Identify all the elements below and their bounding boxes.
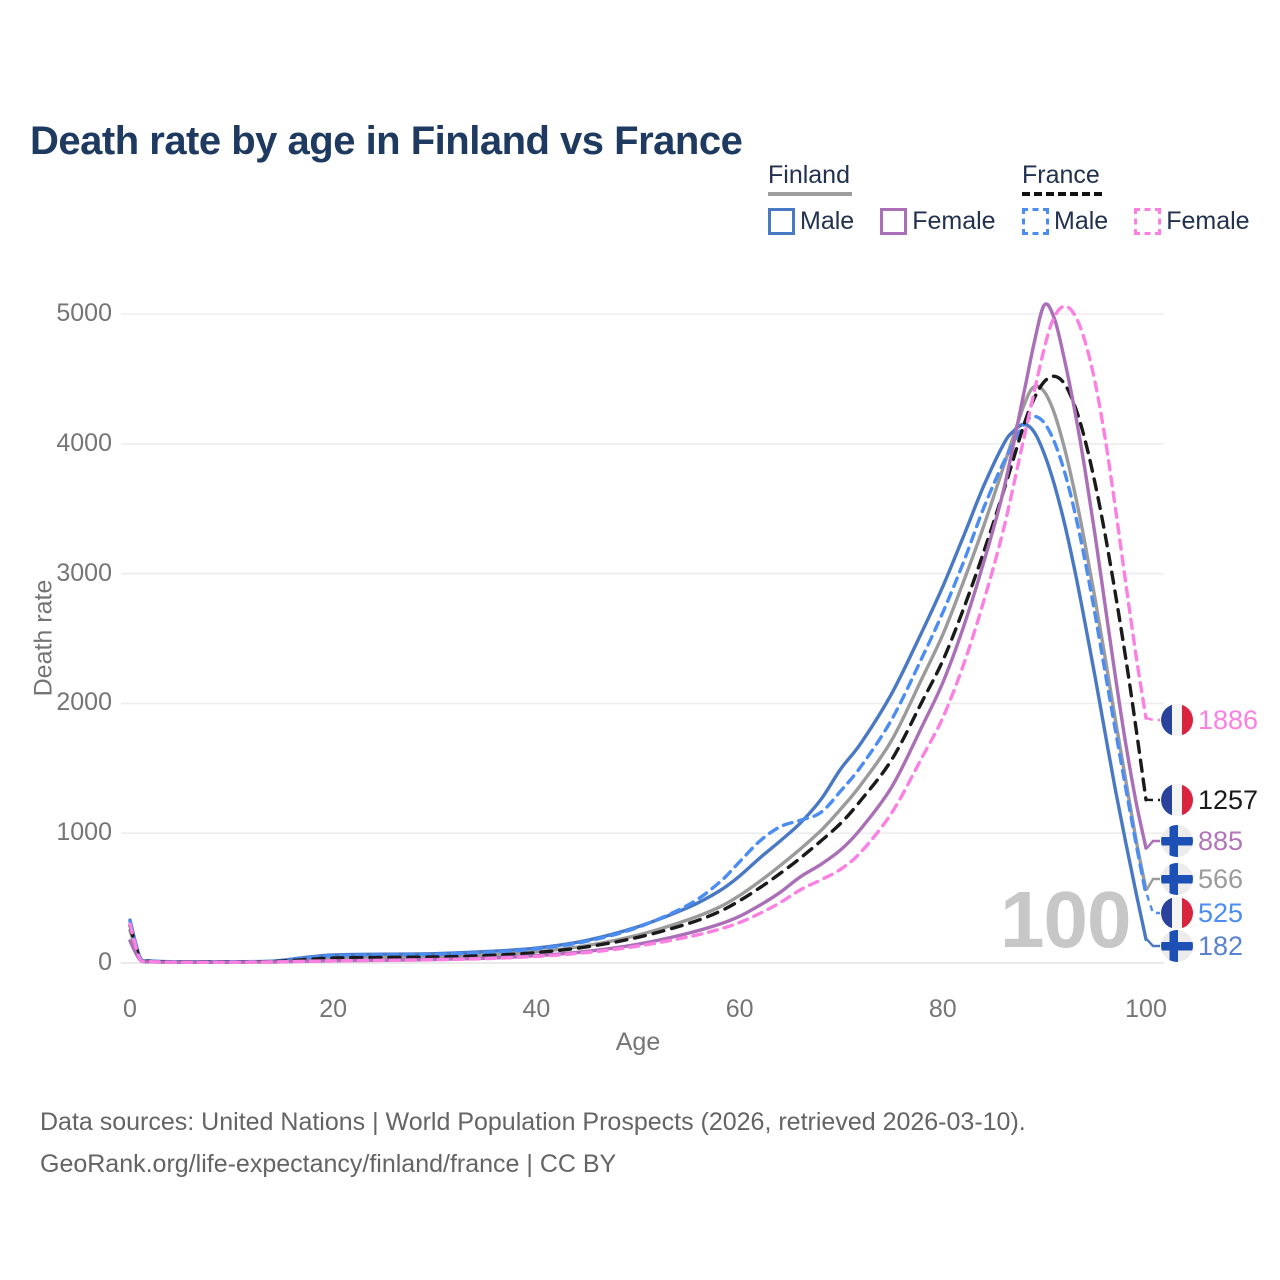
legend-france-header: France [1022,161,1100,189]
france-flag-icon [1161,897,1193,929]
legend-item-france-male[interactable]: Male [1022,207,1108,236]
y-tick-4000: 4000 [56,428,112,457]
series-line-france-both[interactable] [128,374,1148,964]
legend-item-france-female[interactable]: Female [1134,207,1250,236]
x-tick-100: 100 [1125,995,1167,1023]
finland-female-swatch-icon [880,208,908,235]
france-flag-icon [1161,704,1193,736]
y-tick-0: 0 [98,948,112,976]
end-label-connector-france-female [1146,717,1160,722]
finland-flag-icon [1161,863,1193,895]
attribution-line: GeoRank.org/life-expectancy/finland/fran… [40,1150,617,1178]
end-label-connector-finland-male [1146,938,1160,948]
series-line-finland-male[interactable] [128,422,1148,964]
finland-flag-icon [1161,825,1193,857]
x-tick-20: 20 [319,995,348,1023]
y-tick-3000: 3000 [56,558,112,587]
y-tick-2000: 2000 [56,688,112,717]
data-source-line: Data sources: United Nations | World Pop… [40,1108,1026,1136]
legend-group-finland: Finland Male Female [768,162,996,236]
legend-label: Female [1166,207,1250,235]
end-value-france-female: 1886 [1198,705,1259,735]
y-axis-title: Death rate [29,579,58,697]
x-tick-40: 40 [522,995,551,1023]
legend-item-finland-female[interactable]: Female [880,207,996,236]
legend-label: Female [912,207,996,235]
france-male-swatch-icon [1022,208,1049,235]
legend-group-france: France Male Female [1022,162,1250,236]
series-line-france-female[interactable] [128,304,1148,964]
legend-france-linestyle-dashed [1022,192,1102,196]
france-female-swatch-icon [1134,208,1162,235]
x-tick-0: 0 [123,995,137,1023]
x-axis-title: Age [615,1028,661,1056]
page-title: Death rate by age in Finland vs France [30,118,743,163]
x-tick-80: 80 [928,995,957,1023]
end-value-finland-both: 566 [1198,864,1244,894]
x-tick-60: 60 [725,995,754,1023]
end-label-connector-finland-both [1145,877,1160,891]
legend-label: Male [1054,207,1109,235]
series-line-finland-female[interactable] [128,302,1148,964]
legend-item-finland-male[interactable]: Male [768,207,854,236]
series-line-finland-both[interactable] [128,384,1148,964]
finland-male-swatch-icon [768,208,795,235]
legend-finland-header: Finland [768,161,850,189]
end-value-france-male: 525 [1198,898,1244,928]
finland-flag-icon [1161,930,1193,962]
end-label-connector-france-male [1145,894,1160,915]
legend-finland-linestyle-solid [768,192,852,196]
series-line-france-male[interactable] [128,414,1148,964]
france-flag-icon [1161,784,1193,816]
end-value-finland-female: 885 [1198,826,1244,856]
legend-label: Male [800,207,855,235]
end-value-finland-male: 182 [1198,931,1244,961]
end-label-connector-finland-female [1146,839,1160,849]
y-tick-5000: 5000 [56,299,112,327]
age-watermark: 100 [1000,875,1131,964]
y-tick-1000: 1000 [56,818,112,847]
end-value-france-both: 1257 [1198,785,1259,815]
